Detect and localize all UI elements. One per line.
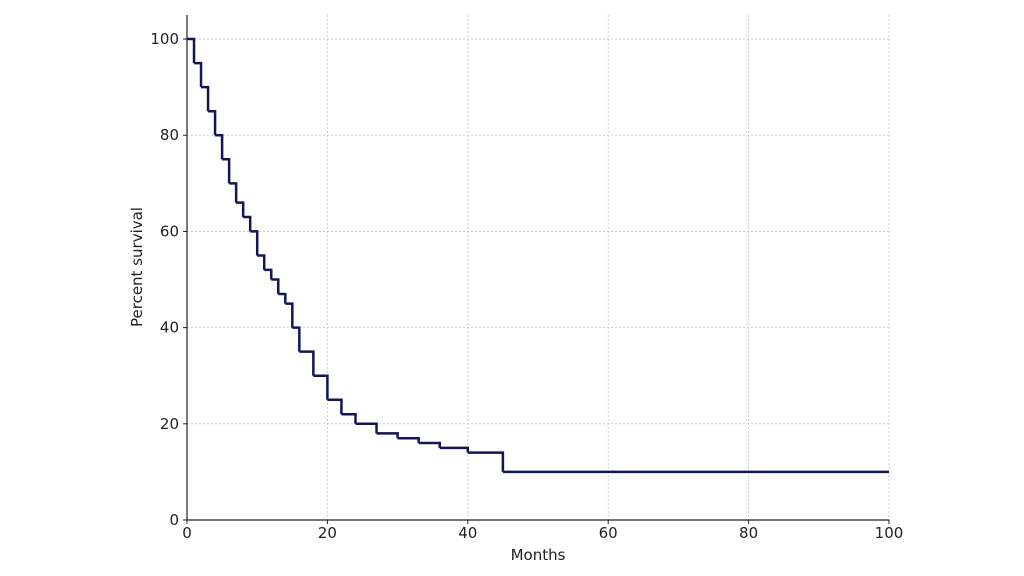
y-tick-label: 20 [160,415,179,433]
survival-step [236,201,245,217]
survival-step [243,215,252,232]
x-tick-label: 0 [182,524,192,542]
survival-step [292,326,301,352]
x-axis-label: Months [511,546,566,564]
survival-step [418,441,441,448]
x-tick-label: 60 [599,524,618,542]
survival-step [327,398,343,415]
x-tick-label: 20 [318,524,337,542]
survival-step [467,451,505,472]
survival-step [208,109,217,136]
survival-step [187,37,196,64]
survival-step [257,254,266,270]
y-tick-label: 60 [160,222,179,240]
survival-step [271,278,280,294]
x-tick-label: 40 [458,524,477,542]
survival-step [250,230,259,256]
y-tick-label: 0 [169,511,179,529]
survival-step [355,422,378,434]
y-tick-label: 40 [160,319,179,337]
y-axis-label: Percent survival [128,207,146,327]
survival-step [376,432,399,439]
survival-step [285,302,294,328]
survival-step [201,85,210,112]
survival-step [215,133,224,160]
survival-step [439,446,470,453]
survival-step [264,268,273,280]
survival-step [397,436,420,444]
survival-step [229,182,238,203]
survival-step [313,374,329,400]
survival-step [278,292,287,304]
survival-step [341,412,357,424]
x-tick-label: 100 [875,524,904,542]
y-tick-label: 100 [150,30,179,48]
survival-step [299,350,315,376]
survival-step [222,158,231,184]
x-tick-label: 80 [739,524,758,542]
survival-step [194,61,203,88]
y-tick-label: 80 [160,126,179,144]
